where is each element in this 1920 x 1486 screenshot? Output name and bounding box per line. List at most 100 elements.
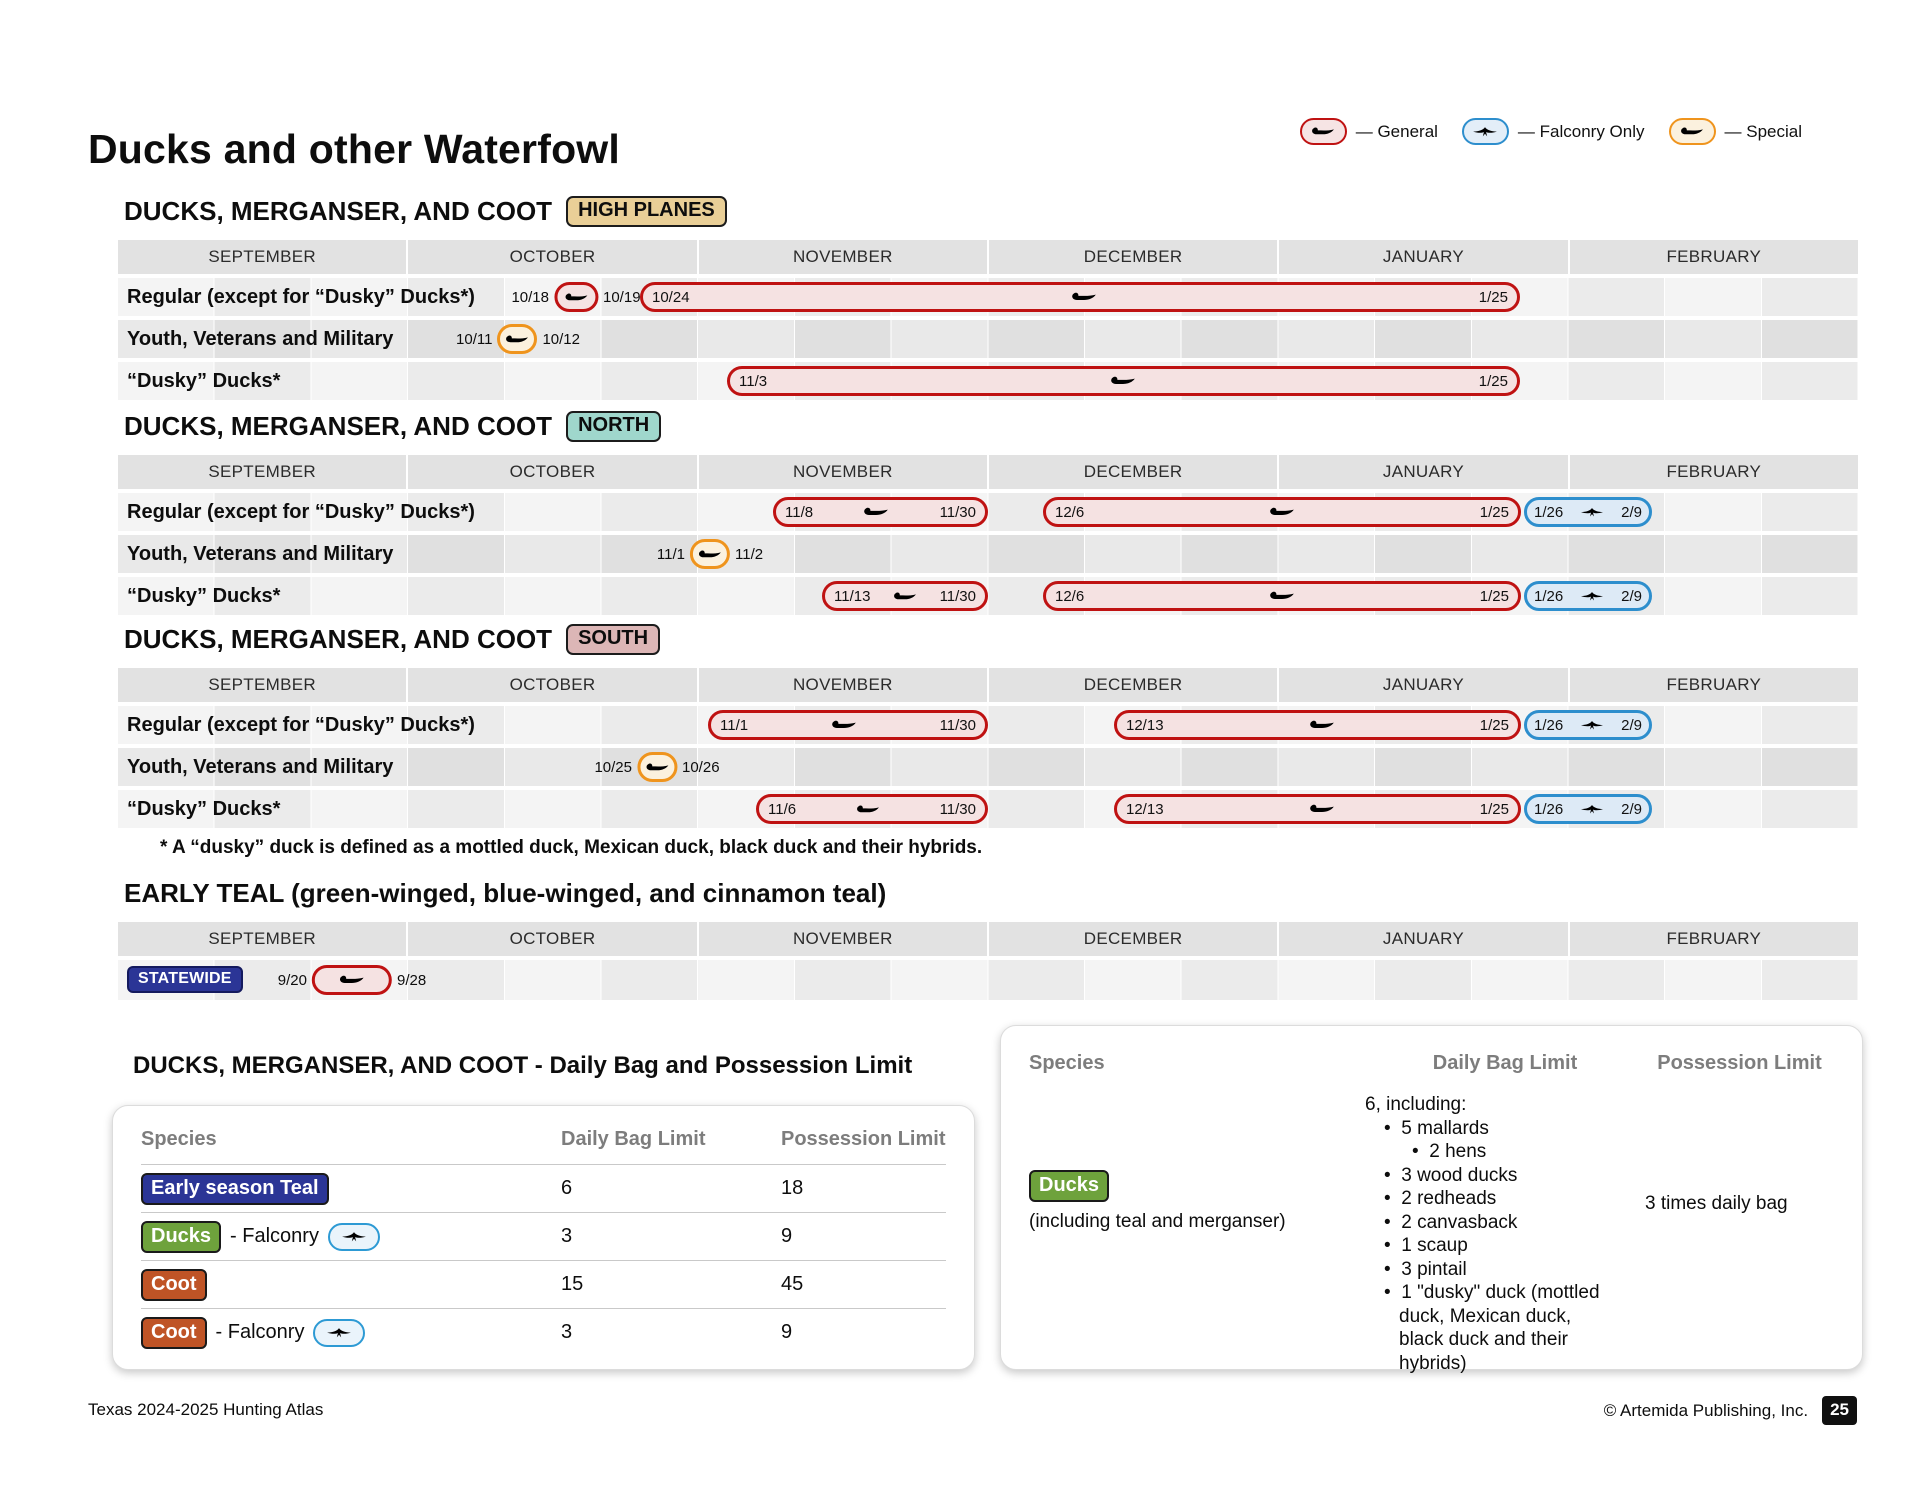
duck-icon [893, 591, 917, 602]
month-header-row: SEPTEMBER OCTOBER NOVEMBER DECEMBER JANU… [118, 668, 1858, 702]
bag-item: 2 redheads [1365, 1187, 1620, 1211]
date-end: 2/9 [1621, 587, 1642, 605]
date-end: 9/28 [397, 971, 427, 989]
general-season-pill [1299, 118, 1347, 145]
season-row-youth: Youth, Veterans and Military 11/1 11/2 [118, 535, 1858, 573]
date-end: 10/12 [542, 330, 580, 348]
duck-icon [856, 804, 880, 815]
row-label: Regular (except for “Dusky” Ducks*) [127, 286, 475, 308]
falconry-season-pill [1461, 118, 1509, 145]
date-end: 1/25 [1479, 587, 1509, 605]
season-bar-falconry: 1/26 2/9 [1524, 581, 1652, 611]
duck-icon [564, 292, 588, 303]
date-start: 12/6 [1055, 587, 1085, 605]
date-start: 1/26 [1534, 587, 1564, 605]
season-calendar: SEPTEMBER OCTOBER NOVEMBER DECEMBER JANU… [118, 668, 1858, 828]
date-end: 1/25 [1479, 800, 1509, 818]
page-title: Ducks and other Waterfowl [88, 126, 620, 172]
season-bar-general: 11/8 11/30 [773, 497, 988, 527]
duck-icon [863, 506, 889, 518]
season-pill-special: 10/11 10/12 [456, 324, 580, 354]
section-title: DUCKS, MERGANSER, AND COOT [124, 411, 553, 441]
bag-item-list: 5 mallards 2 hens 3 wood ducks 2 redhead… [1365, 1117, 1620, 1376]
season-row-regular: Regular (except for “Dusky” Ducks*) 11/8… [118, 493, 1858, 531]
season-row-dusky: “Dusky” Ducks* 11/13 11/30 12/6 1/25 1/2… [118, 577, 1858, 615]
season-row-youth: Youth, Veterans and Military 10/11 10/12 [118, 320, 1858, 358]
date-start: 1/26 [1534, 800, 1564, 818]
general-season-pill [312, 965, 392, 995]
duck-icon [1311, 126, 1335, 137]
season-calendar: SEPTEMBER OCTOBER NOVEMBER DECEMBER JANU… [118, 922, 1858, 1000]
bag-item: 3 wood ducks [1365, 1164, 1620, 1188]
possession-value: 3 times daily bag [1645, 1193, 1788, 1214]
month-header-row: SEPTEMBER OCTOBER NOVEMBER DECEMBER JANU… [118, 922, 1858, 956]
month-header: JANUARY [1277, 240, 1567, 274]
date-end: 11/30 [939, 800, 976, 818]
month-header: FEBRUARY [1567, 455, 1858, 489]
season-row-regular: Regular (except for “Dusky” Ducks*) 11/1… [118, 706, 1858, 744]
column-header: Species [141, 1127, 217, 1150]
section-title: DUCKS, MERGANSER, AND COOT [124, 624, 553, 654]
month-header: DECEMBER [986, 240, 1277, 274]
month-header: SEPTEMBER [208, 929, 316, 948]
season-pill-general: 10/18 10/19 [511, 282, 641, 312]
season-section-north: DUCKS, MERGANSER, AND COOT NORTH SEPTEMB… [118, 411, 1858, 615]
season-section-south: DUCKS, MERGANSER, AND COOT SOUTH SEPTEMB… [118, 624, 1858, 859]
date-start: 11/8 [785, 503, 814, 521]
month-header: NOVEMBER [696, 455, 987, 489]
date-end: 2/9 [1621, 800, 1642, 818]
legend: — General — Falconry Only — Special [1299, 118, 1802, 145]
legend-item-special: — Special [1668, 118, 1802, 145]
daily-bag-value: 15 [561, 1273, 584, 1295]
duck-detail-grid: Species Daily Bag Limit Possession Limit… [1001, 1026, 1862, 1375]
season-row-statewide: STATEWIDE 9/20 9/28 [118, 960, 1858, 1000]
date-end: 10/26 [682, 758, 720, 776]
row-label: “Dusky” Ducks* [127, 798, 281, 820]
special-season-pill [1668, 118, 1716, 145]
possession-value: 45 [781, 1273, 804, 1295]
section-heading: DUCKS, MERGANSER, AND COOT HIGH PLANES [124, 196, 1858, 227]
date-end: 11/2 [735, 545, 764, 563]
season-section-high-planes: DUCKS, MERGANSER, AND COOT HIGH PLANES S… [118, 196, 1858, 400]
date-start: 12/6 [1055, 503, 1085, 521]
date-start: 10/25 [594, 758, 632, 776]
date-start: 11/13 [834, 587, 871, 605]
possession-value: 9 [781, 1321, 793, 1343]
season-row-dusky: “Dusky” Ducks* 11/6 11/30 12/13 1/25 1/2… [118, 790, 1858, 828]
season-pill-special: 11/1 11/2 [657, 539, 763, 569]
month-header: SEPTEMBER [208, 247, 316, 266]
row-label: Youth, Veterans and Military [127, 328, 394, 350]
general-season-pill [554, 282, 598, 312]
season-bar-general: 11/1 11/30 [708, 710, 988, 740]
species-cell: Ducks - Falconry [141, 1220, 561, 1253]
daily-bag-value: 3 [561, 1321, 573, 1343]
bag-item: 5 mallards [1365, 1117, 1620, 1141]
dusky-duck-footnote: * A “dusky” duck is defined as a mottled… [160, 837, 983, 858]
month-header: FEBRUARY [1567, 922, 1858, 956]
column-header: Species [1029, 1052, 1105, 1074]
season-bar-general: 11/13 11/30 [822, 581, 988, 611]
bag-intro: 6, including: [1365, 1094, 1467, 1115]
bag-item: 3 pintail [1365, 1258, 1620, 1282]
possession-value: 9 [781, 1225, 793, 1247]
table-row: Early season Teal 6 18 [141, 1164, 946, 1212]
season-calendar: SEPTEMBER OCTOBER NOVEMBER DECEMBER JANU… [118, 455, 1858, 615]
date-start: 1/26 [1534, 503, 1564, 521]
column-header: Possession Limit [1657, 1052, 1822, 1074]
possession-value: 18 [781, 1177, 804, 1199]
species-badge: Coot [141, 1316, 207, 1349]
bag-limit-title: DUCKS, MERGANSER, AND COOT - Daily Bag a… [133, 1052, 913, 1079]
species-badge: Ducks [141, 1220, 222, 1253]
legend-label: — Falconry Only [1517, 121, 1645, 141]
falcon-icon [341, 1231, 367, 1243]
month-header: DECEMBER [986, 922, 1277, 956]
bag-item: 2 canvasback [1365, 1211, 1620, 1235]
date-start: 1/26 [1534, 716, 1564, 734]
date-start: 12/13 [1126, 716, 1164, 734]
legend-label: — General [1355, 121, 1438, 141]
row-label: Regular (except for “Dusky” Ducks*) [127, 501, 475, 523]
species-suffix: - Falconry [215, 1321, 305, 1343]
date-start: 11/1 [720, 716, 749, 734]
duck-icon [1680, 126, 1704, 137]
special-season-pill [637, 752, 677, 782]
